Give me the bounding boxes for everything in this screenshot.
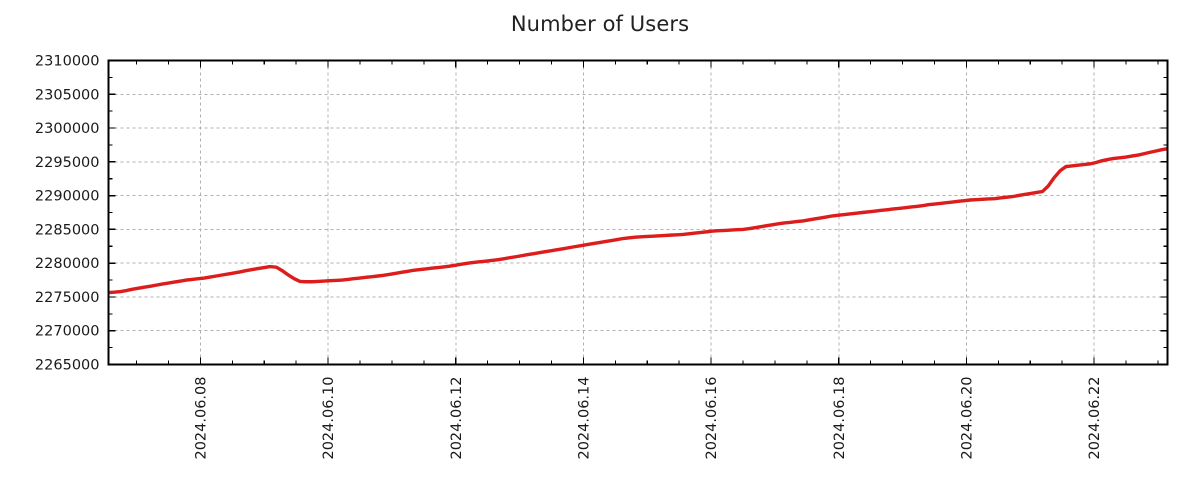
y-axis-tick-label: 2280000	[35, 256, 100, 272]
x-axis-tick-labels: 2024.06.08 2024.06.10 2024.06.12 2024.06.14…	[193, 377, 1103, 460]
plot-axis-frame	[107, 59, 1169, 366]
y-axis-tick-label: 2300000	[35, 121, 100, 137]
vertical-gridlines	[199, 60, 1095, 365]
x-axis-tickmarks	[136, 60, 1159, 365]
y-axis-tick-label: 2285000	[35, 222, 100, 238]
y-axis-tick-label: 2275000	[35, 290, 100, 306]
y-axis-tick-label: 2305000	[35, 87, 100, 103]
page-title: Number of Users	[510, 12, 690, 36]
x-axis-tick-label: 2024.06.12	[449, 377, 465, 460]
y-axis-tick-label: 2265000	[35, 358, 100, 374]
x-axis-tick-label: 2024.06.14	[576, 377, 592, 460]
x-axis-tick-label: 2024.06.20	[959, 377, 975, 460]
y-axis-tick-label: 2290000	[35, 189, 100, 205]
y-axis-tick-label: 2295000	[35, 155, 100, 171]
x-axis-tick-label: 2024.06.16	[704, 377, 720, 460]
y-axis-tick-label: 2270000	[35, 324, 100, 340]
x-axis-tick-label: 2024.06.22	[1087, 377, 1103, 460]
x-axis-tick-label: 2024.06.08	[193, 377, 209, 460]
x-axis-tick-label: 2024.06.18	[832, 377, 848, 460]
y-axis-tick-label: 2310000	[35, 54, 100, 70]
y-axis-tickmarks	[108, 59, 1168, 366]
y-axis-tick-labels: 2310000 2305000 2300000 2295000 2290000 22850…	[35, 54, 100, 374]
horizontal-gridlines	[108, 60, 1168, 365]
series-line-number-of-users	[108, 146, 1168, 295]
x-axis-tick-label: 2024.06.10	[321, 377, 337, 460]
